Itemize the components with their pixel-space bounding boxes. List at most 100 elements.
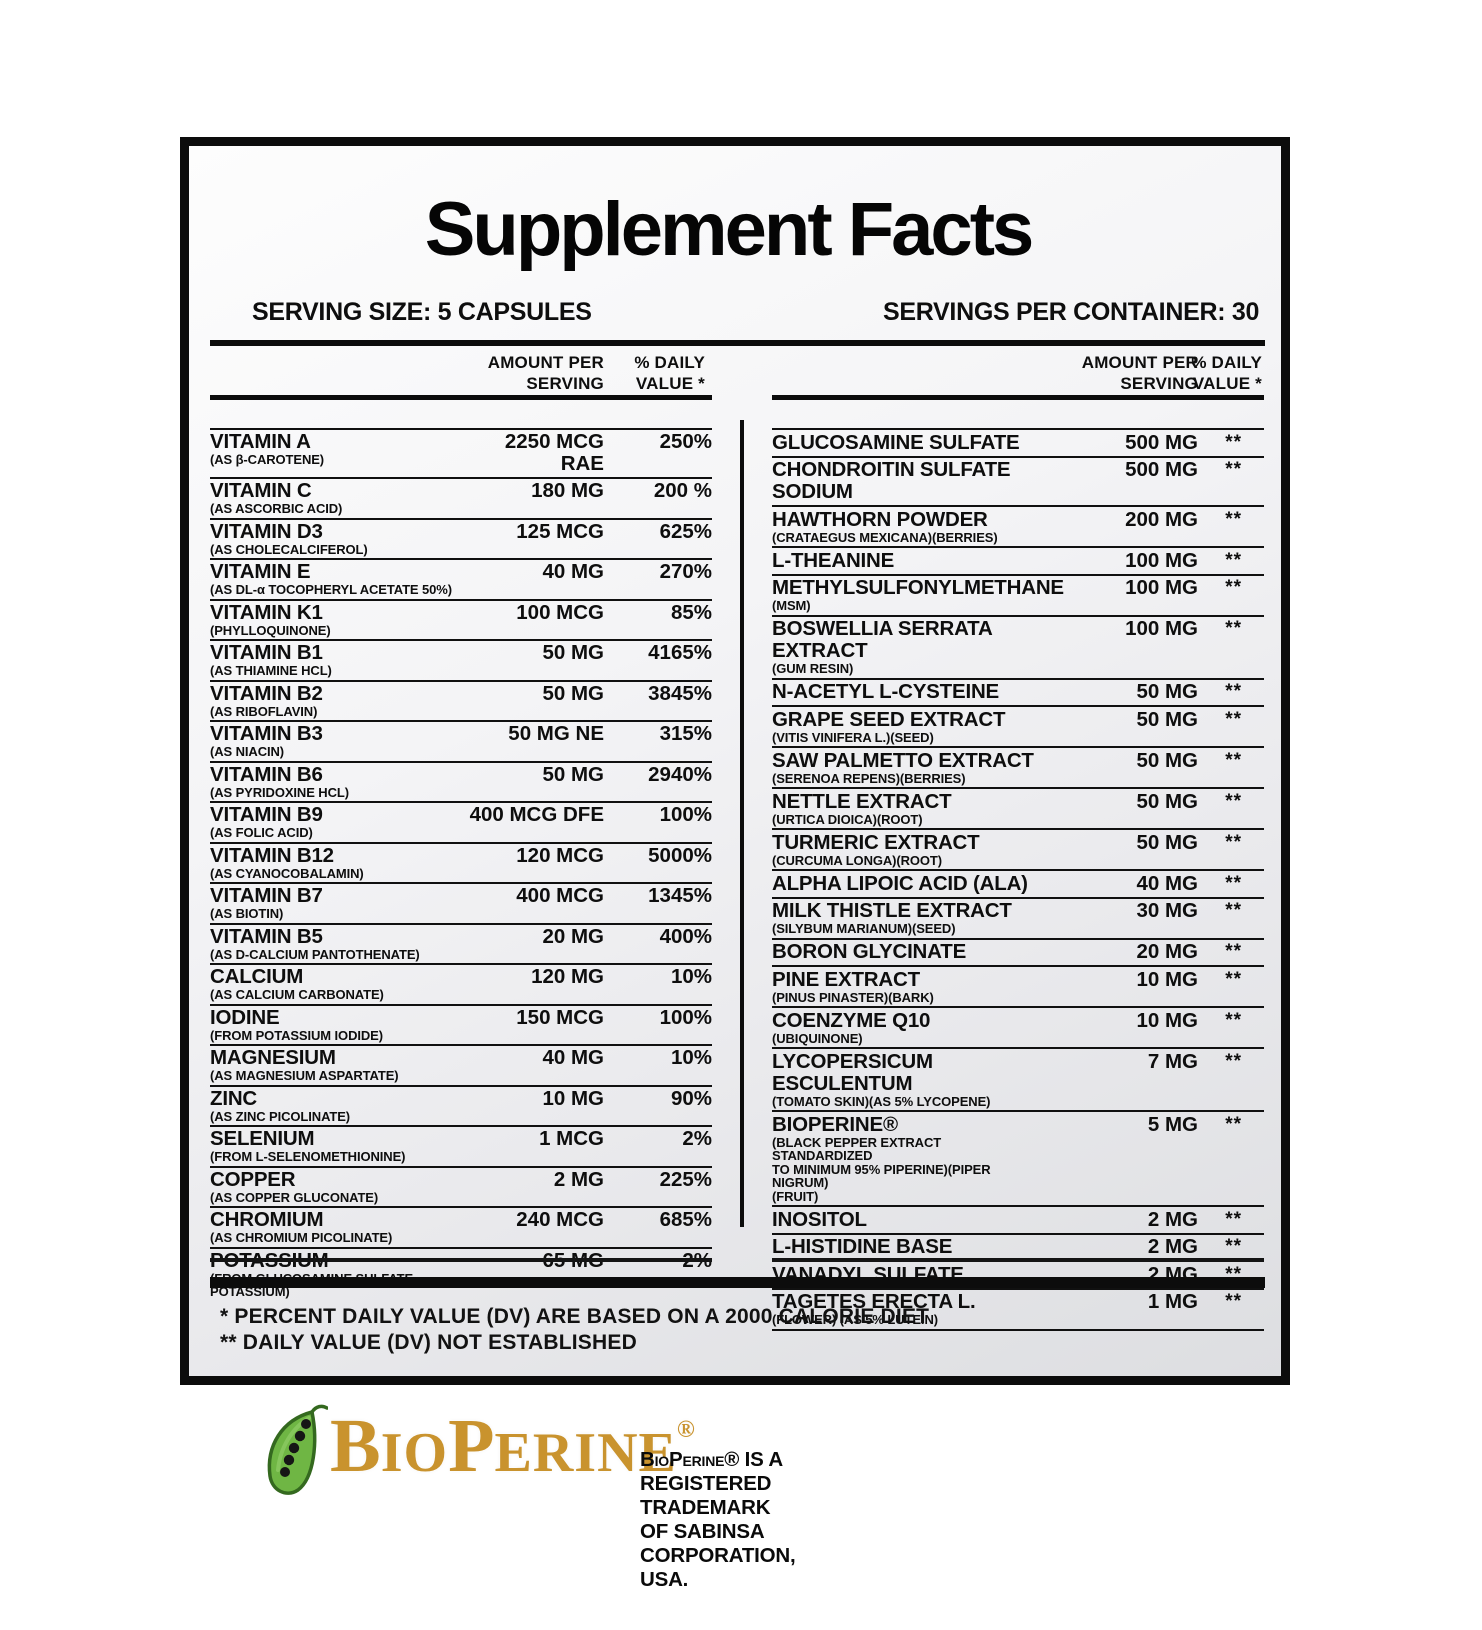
ingredient-amount: 120 MG: [531, 965, 604, 988]
ingredient-amount: 400 MCG DFE: [469, 803, 604, 826]
registered-mark: ®: [676, 1417, 695, 1443]
bioperine-wordmark: BIOPERINE®: [330, 1408, 695, 1491]
ingredient-source: (AS PYRIDOXINE HCL): [210, 784, 349, 800]
ingredient-row: VITAMIN B5 (AS D-CALCIUM PANTOTHENATE) 20 …: [210, 922, 712, 964]
ingredient-name: TURMERIC EXTRACT: [772, 830, 980, 854]
ingredient-name: VITAMIN B9: [210, 803, 323, 826]
ingredient-amount: 50 MG: [542, 681, 604, 705]
ingredient-row: VITAMIN E (AS DL-α TOCOPHERYL ACETATE 50%…: [210, 558, 712, 599]
ingredient-daily-value: **: [1225, 831, 1242, 853]
amount-per-serving-header: AMOUNT PER SERVING: [488, 352, 604, 394]
ingredient-row: CHONDROITIN SULFATE SODIUM 500 MG **: [772, 455, 1264, 506]
ingredient-daily-value: 4165%: [648, 641, 712, 664]
ingredient-source: (AS ZINC PICOLINATE): [210, 1108, 351, 1124]
ingredient-amount: 1 MCG: [539, 1127, 604, 1150]
ingredient-name: MILK THISTLE EXTRACT: [772, 899, 1012, 922]
ingredient-amount: 50 MG: [1136, 748, 1198, 772]
ingredient-row: CALCIUM (AS CALCIUM CARBONATE) 120 MG 10%: [210, 963, 712, 1004]
ingredient-name: LYCOPERSICUM ESCULENTUM: [772, 1049, 933, 1095]
ingredient-amount: 50 MG: [1136, 707, 1198, 731]
ingredient-source: (CURCUMA LONGA)(ROOT): [772, 852, 942, 868]
ingredient-row: METHYLSULFONYLMETHANE (MSM) 100 MG **: [772, 573, 1264, 615]
ingredient-source: (AS β-CAROTENE): [210, 452, 325, 467]
ingredient-row: VITAMIN B3 (AS NIACIN) 50 MG NE 315%: [210, 720, 712, 761]
ingredient-name-block: HAWTHORN POWDER (CRATAEGUS MEXICANA)(BERR…: [772, 507, 1040, 545]
ingredient-daily-value: **: [1225, 508, 1242, 530]
ingredient-amount: 50 MG: [542, 762, 604, 786]
ingredient-name-block: INOSITOL: [772, 1208, 1040, 1231]
ingredient-daily-value: 100%: [659, 1005, 712, 1029]
bottom-heavy-rule: [210, 1277, 1265, 1288]
ingredient-row: VITAMIN B2 (AS RIBOFLAVIN) 50 MG 3845%: [210, 679, 712, 721]
ingredient-name: VITAMIN C: [210, 479, 312, 502]
ingredient-name: COPPER: [210, 1167, 296, 1191]
column-header-left: AMOUNT PER SERVING % DAILY VALUE *: [210, 346, 712, 395]
ingredient-name: HAWTHORN POWDER: [772, 507, 988, 531]
ingredient-source: (AS DL-α TOCOPHERYL ACETATE 50%): [210, 582, 452, 597]
ingredient-daily-value: 315%: [659, 722, 712, 745]
ingredient-row: VITAMIN C (AS ASCORBIC ACID) 180 MG 200 %: [210, 477, 712, 518]
footnote-daily-value: * PERCENT DAILY VALUE (DV) ARE BASED ON …: [220, 1305, 930, 1328]
ingredient-name: BOSWELLIA SERRATA EXTRACT: [772, 617, 992, 662]
ingredient-name-block: ZINC (AS ZINC PICOLINATE): [210, 1087, 464, 1124]
ingredient-amount: 100 MG: [1125, 576, 1198, 599]
ingredient-source: (AS BIOTIN): [210, 906, 284, 921]
ingredient-daily-value: **: [1225, 431, 1242, 453]
ingredient-name-block: VITAMIN B12 (AS CYANOCOBALAMIN): [210, 844, 464, 881]
ingredient-name: VITAMIN E: [210, 560, 311, 583]
ingredient-amount: 40 MG: [1136, 871, 1198, 895]
ingredient-name-block: L-HISTIDINE BASE: [772, 1236, 1040, 1258]
ingredient-daily-value: 200 %: [653, 479, 712, 502]
ingredient-amount: 125 MCG: [516, 519, 604, 543]
ingredient-name-block: BORON GLYCINATE: [772, 941, 1040, 963]
serving-size: SERVING SIZE: 5 CAPSULES: [252, 298, 592, 326]
ingredient-name: CALCIUM: [210, 965, 304, 988]
ingredient-name-block: MAGNESIUM (AS MAGNESIUM ASPARTATE): [210, 1047, 464, 1083]
ingredient-source: (CRATAEGUS MEXICANA)(BERRIES): [772, 529, 998, 545]
ingredient-name: SELENIUM: [210, 1127, 315, 1150]
dv-header-line1: % DAILY: [1191, 353, 1262, 372]
ingredient-daily-value: **: [1225, 708, 1242, 730]
ingredient-source: (FLOWER) (AS 5% LUTEIN): [772, 1312, 938, 1327]
ingredient-source: (AS ASCORBIC ACID): [210, 501, 343, 516]
ingredient-name: BIOPERINE®: [772, 1112, 898, 1136]
ingredient-name: VITAMIN B6: [210, 762, 323, 786]
ingredient-amount: 180 MG: [531, 479, 604, 502]
ingredient-source: (AS CHOLECALCIFEROL): [210, 541, 368, 557]
ingredient-name-block: SELENIUM (FROM L-SELENOMETHIONINE): [210, 1128, 464, 1164]
dv-header-line2: VALUE *: [1192, 374, 1262, 393]
ingredient-name: SAW PALMETTO EXTRACT: [772, 748, 1034, 772]
closing-rule-right: [772, 1258, 1264, 1262]
ingredient-name-block: GRAPE SEED EXTRACT (VITIS VINIFERA L.)(SE…: [772, 708, 1040, 745]
ingredient-name: ALPHA LIPOIC ACID (ALA): [772, 871, 1028, 895]
ingredient-daily-value: 5000%: [648, 843, 712, 867]
ingredient-source: (AS D-CALCIUM PANTOTHENATE): [210, 946, 420, 962]
ingredient-row: MILK THISTLE EXTRACT (SILYBUM MARIANUM)(S…: [772, 896, 1264, 938]
ingredient-name-block: VITAMIN B9 (AS FOLIC ACID): [210, 804, 464, 840]
ingredient-amount: 20 MG: [1136, 940, 1198, 963]
ingredient-daily-value: **: [1225, 577, 1242, 598]
ingredient-amount: 2 MG: [553, 1167, 604, 1191]
ingredient-source: (UBIQUINONE): [772, 1030, 863, 1046]
ingredient-name-block: BIOPERINE® (BLACK PEPPER EXTRACT STANDARD…: [772, 1112, 1040, 1204]
header-top-rule: [210, 340, 1265, 346]
ingredient-amount: 50 MG: [1136, 789, 1198, 813]
ingredient-daily-value: 1345%: [648, 884, 712, 907]
ingredient-row: L-HISTIDINE BASE 2 MG **: [772, 1232, 1264, 1261]
ingredient-row: TURMERIC EXTRACT (CURCUMA LONGA)(ROOT) 50 …: [772, 828, 1264, 869]
ingredient-daily-value: **: [1225, 968, 1242, 990]
wordmark-p: P: [448, 1404, 495, 1488]
ingredient-amount: 150 MCG: [516, 1005, 604, 1029]
ingredient-daily-value: 250%: [659, 430, 712, 453]
ingredient-name: VITAMIN B7: [210, 884, 323, 907]
ingredient-name: METHYLSULFONYLMETHANE: [772, 576, 1064, 599]
dv-header-line1: % DAILY: [634, 353, 705, 372]
ingredient-name-block: CALCIUM (AS CALCIUM CARBONATE): [210, 966, 464, 1002]
ingredient-amount: 50 MG: [1136, 680, 1198, 703]
daily-value-header: % DAILY VALUE *: [1191, 352, 1262, 394]
ingredient-source: (TOMATO SKIN)(AS 5% LYCOPENE): [772, 1093, 991, 1109]
dv-header-line2: VALUE *: [635, 374, 705, 393]
ingredient-amount: 5 MG: [1147, 1112, 1198, 1136]
amount-per-serving-header: AMOUNT PER SERVING: [1082, 352, 1198, 394]
